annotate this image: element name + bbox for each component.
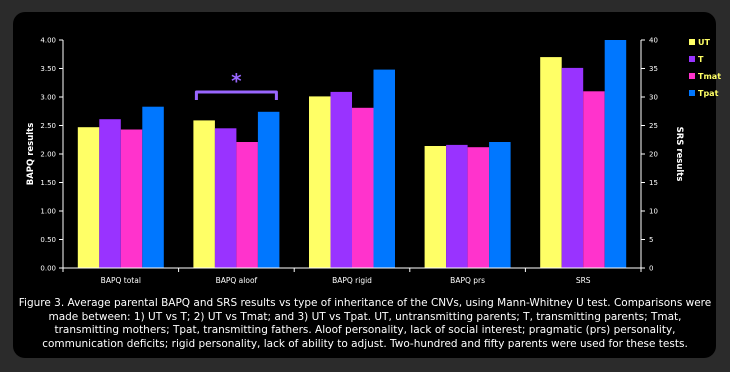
primary-tick-label: 3.50 [40, 65, 56, 73]
bar-t-bapq-rigid [330, 91, 352, 269]
secondary-tick-label: 30 [649, 94, 658, 102]
secondary-tick-label: 10 [649, 208, 658, 216]
bar-tpat-bapq-prs [489, 142, 511, 268]
bar-tpat-srs [604, 40, 627, 268]
primary-tick-label: 4.00 [40, 37, 56, 45]
secondary-tick-label: 25 [649, 122, 658, 130]
legend-label-tpat: Tpat [698, 89, 719, 98]
primary-tick-label: 2.50 [40, 122, 56, 130]
bar-ut-srs [540, 57, 562, 268]
secondary-axis-title: SRS results [674, 127, 684, 182]
bar-t-bapq-total [99, 119, 121, 268]
bar-tmat-bapq-rigid [352, 107, 374, 268]
primary-tick-label: 2.00 [40, 151, 56, 159]
bar-tpat-bapq-rigid [373, 69, 395, 268]
legend-swatch-ut [689, 39, 695, 45]
bar-tmat-bapq-aloof [236, 142, 258, 268]
category-label: BAPQ rigid [332, 276, 372, 285]
bar-t-bapq-prs [446, 144, 468, 268]
legend-label-t: T [698, 55, 704, 64]
secondary-tick-label: 0 [649, 265, 653, 273]
category-label: BAPQ prs [450, 276, 485, 285]
bar-ut-bapq-total [77, 127, 100, 268]
significance-bracket [194, 90, 278, 100]
bar-tmat-bapq-prs [467, 147, 490, 268]
secondary-tick-label: 40 [649, 37, 658, 45]
primary-tick-label: 0.00 [40, 265, 56, 273]
primary-tick-label: 3.00 [40, 94, 56, 102]
bar-tmat-bapq-total [120, 129, 143, 268]
legend-swatch-tpat [689, 90, 695, 96]
bar-tmat-srs [583, 91, 605, 268]
primary-tick-label: 1.00 [40, 208, 56, 216]
secondary-tick-label: 15 [649, 179, 658, 187]
bar-ut-bapq-prs [424, 146, 447, 268]
bar-ut-bapq-aloof [193, 120, 215, 269]
bar-tpat-bapq-aloof [257, 111, 280, 268]
category-label: BAPQ aloof [216, 276, 258, 285]
category-label: BAPQ total [101, 276, 141, 285]
legend-swatch-tmat [689, 73, 695, 79]
primary-tick-label: 0.50 [40, 236, 56, 244]
significance-marker: * [231, 69, 242, 93]
legend-swatch-t [689, 56, 695, 62]
bar-t-srs [561, 67, 584, 269]
legend-label-tmat: Tmat [698, 72, 721, 81]
bar-t-bapq-aloof [214, 128, 237, 268]
secondary-tick-label: 20 [649, 151, 658, 159]
bar-tpat-bapq-total [142, 106, 164, 268]
bar-ut-bapq-rigid [309, 96, 331, 269]
secondary-tick-label: 35 [649, 65, 658, 73]
primary-axis-title: BAPQ results [26, 123, 36, 186]
secondary-tick-label: 5 [649, 236, 653, 244]
figure-caption: Figure 3. Average parental BAPQ and SRS … [18, 297, 712, 350]
primary-tick-label: 1.50 [40, 179, 56, 187]
category-label: SRS [576, 276, 591, 285]
legend-label-ut: UT [698, 38, 710, 47]
